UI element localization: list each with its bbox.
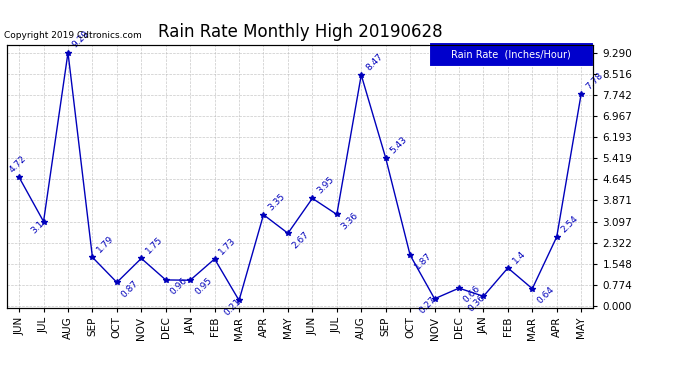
Text: 0.95: 0.95 [193,276,213,297]
Text: 7.78: 7.78 [584,70,604,91]
Text: 1.73: 1.73 [217,236,238,256]
Text: 1.87: 1.87 [413,251,433,272]
Text: 0.64: 0.64 [535,285,555,305]
Text: 0.66: 0.66 [462,284,482,305]
Text: 3.35: 3.35 [266,191,287,212]
Text: 3.1: 3.1 [30,219,46,236]
Text: 4.72: 4.72 [8,154,28,174]
Text: 1.4: 1.4 [511,249,527,265]
Text: 8.47: 8.47 [364,52,384,72]
Text: 0.21: 0.21 [222,297,243,317]
Text: Copyright 2019 Cdtronics.com: Copyright 2019 Cdtronics.com [4,31,141,40]
Text: 3.95: 3.95 [315,175,336,195]
Text: 0.96: 0.96 [168,276,189,297]
Text: 3.36: 3.36 [339,210,360,231]
Text: 1.75: 1.75 [144,235,165,256]
Text: 0.27: 0.27 [418,295,438,315]
Text: 0.87: 0.87 [119,279,140,299]
Text: 2.67: 2.67 [290,230,311,250]
Title: Rain Rate Monthly High 20190628: Rain Rate Monthly High 20190628 [158,23,442,41]
Text: 2.54: 2.54 [560,214,580,234]
Text: 5.43: 5.43 [388,135,409,155]
Text: 1.79: 1.79 [95,234,116,255]
Text: 0.36: 0.36 [466,292,487,313]
Text: 9.29: 9.29 [71,29,91,50]
